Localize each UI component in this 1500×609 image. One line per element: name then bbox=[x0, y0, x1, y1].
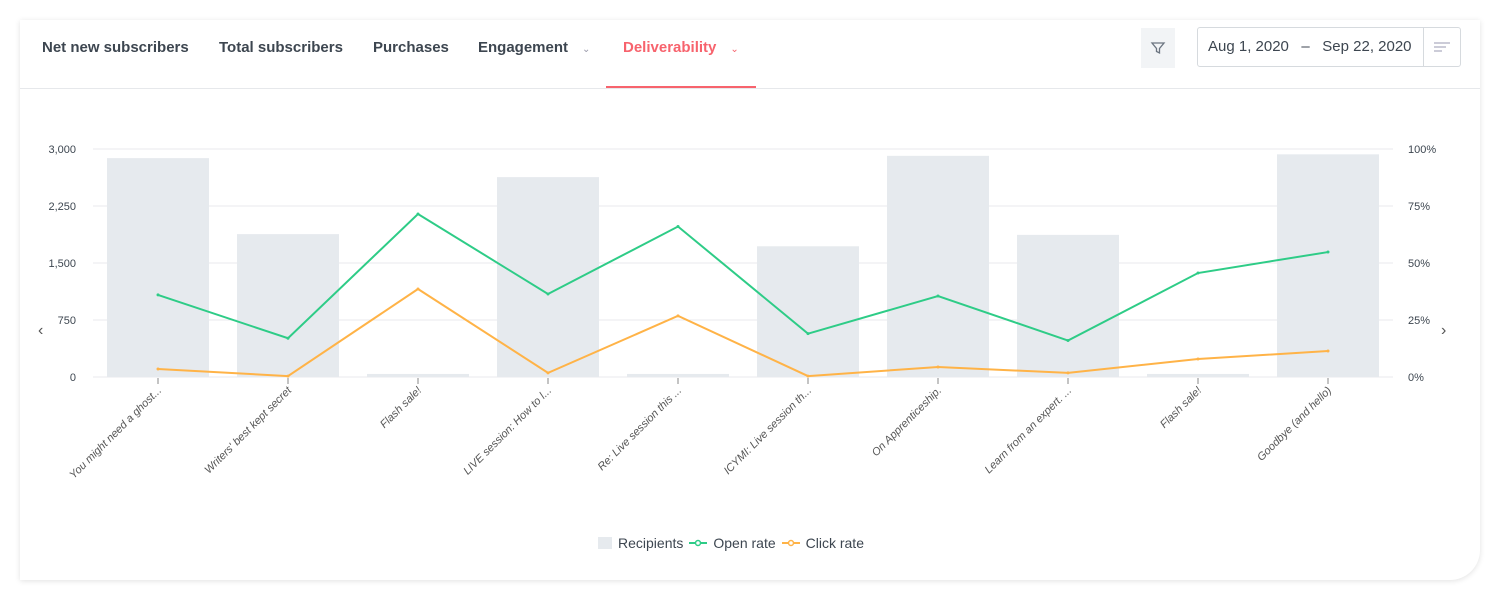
x-axis-tick-label: LIVE session: How to l... bbox=[461, 385, 554, 478]
tab-label: Net new subscribers bbox=[42, 39, 189, 56]
point-open-rate bbox=[676, 225, 680, 229]
tab-net-new-subscribers[interactable]: Net new subscribers bbox=[42, 20, 189, 88]
right-axis-tick-label: 100% bbox=[1408, 144, 1436, 156]
x-axis-tick-label: Re: Live session this ... bbox=[596, 385, 684, 473]
point-open-rate bbox=[1196, 271, 1200, 275]
point-click-rate bbox=[286, 374, 290, 378]
tab-label: Purchases bbox=[373, 39, 449, 56]
bar-recipients bbox=[237, 234, 339, 377]
chevron-left-icon[interactable]: ‹ bbox=[38, 322, 44, 339]
point-click-rate bbox=[806, 374, 810, 378]
legend-label-open-rate: Open rate bbox=[713, 535, 776, 551]
tab-purchases[interactable]: Purchases bbox=[373, 20, 449, 88]
bar-recipients bbox=[497, 177, 599, 377]
point-open-rate bbox=[936, 294, 940, 298]
tab-total-subscribers[interactable]: Total subscribers bbox=[219, 20, 343, 88]
left-axis-tick-label: 750 bbox=[58, 315, 76, 327]
x-axis-tick-label: Learn from an expert. ... bbox=[983, 385, 1074, 476]
x-axis-tick-label: Goodbye (and hello) bbox=[1255, 384, 1334, 463]
legend-swatch-open-rate bbox=[689, 539, 708, 547]
date-range-picker[interactable]: Aug 1, 2020 – Sep 22, 2020 bbox=[1197, 27, 1461, 67]
x-axis-tick-label: Writers' best kept secret bbox=[202, 384, 294, 476]
bar-recipients bbox=[757, 246, 859, 377]
line-click-rate bbox=[157, 287, 1329, 378]
point-open-rate bbox=[1326, 250, 1330, 254]
point-click-rate bbox=[1066, 371, 1070, 375]
x-axis-tick-label: You might need a ghost... bbox=[67, 385, 164, 482]
bar-recipients bbox=[107, 158, 209, 377]
deliverability-card: Net new subscribers Total subscribers Pu… bbox=[20, 20, 1480, 580]
bar-recipients bbox=[627, 373, 729, 377]
tab-label: Total subscribers bbox=[219, 39, 343, 56]
bar-recipients bbox=[1147, 373, 1249, 377]
chevron-right-icon[interactable]: › bbox=[1441, 322, 1447, 339]
tab-label: Deliverability bbox=[623, 39, 717, 56]
legend-swatch-click-rate bbox=[781, 539, 800, 547]
legend: Recipients Open rate Click rate bbox=[598, 535, 864, 551]
point-open-rate bbox=[1066, 339, 1070, 343]
chevron-down-icon: ⌄ bbox=[582, 44, 591, 55]
point-click-rate bbox=[546, 371, 550, 375]
tab-engagement[interactable]: Engagement ⌄ bbox=[478, 20, 590, 88]
left-axis-tick-label: 0 bbox=[70, 372, 76, 384]
date-menu-button[interactable] bbox=[1423, 28, 1460, 66]
legend-label-click-rate: Click rate bbox=[805, 535, 864, 551]
point-open-rate bbox=[806, 332, 810, 336]
point-click-rate bbox=[156, 367, 160, 371]
active-tab-indicator bbox=[606, 86, 756, 88]
right-axis-tick-label: 75% bbox=[1408, 201, 1430, 213]
point-open-rate bbox=[416, 212, 420, 216]
x-axis-tick-label: Flash sale! bbox=[378, 385, 424, 431]
left-axis-tick-label: 3,000 bbox=[48, 144, 76, 156]
right-axis-tick-label: 0% bbox=[1408, 372, 1424, 384]
tab-bar: Net new subscribers Total subscribers Pu… bbox=[20, 20, 1480, 89]
chart: 0 0% 750 25% 1,500 50% 2,250 75% 3,000 100% You mi… bbox=[48, 144, 1436, 482]
point-click-rate bbox=[936, 365, 940, 369]
bar-recipients bbox=[887, 155, 989, 377]
tab-deliverability[interactable]: Deliverability ⌄ bbox=[623, 20, 739, 88]
filter-button[interactable] bbox=[1141, 28, 1175, 68]
point-click-rate bbox=[1196, 357, 1200, 361]
legend-label-recipients: Recipients bbox=[618, 535, 684, 551]
right-axis-tick-label: 25% bbox=[1408, 315, 1430, 327]
point-click-rate bbox=[676, 314, 680, 318]
right-axis-tick-label: 50% bbox=[1408, 258, 1430, 270]
line-open-rate bbox=[157, 212, 1329, 342]
chevron-down-icon: ⌄ bbox=[730, 44, 739, 55]
filter-icon bbox=[1150, 42, 1166, 55]
legend-swatch-recipients bbox=[598, 537, 612, 549]
point-click-rate bbox=[1326, 349, 1330, 353]
bar-recipients bbox=[1277, 154, 1379, 377]
x-axis-tick-label: ICYMI: Live session th... bbox=[722, 385, 814, 477]
bar-recipients bbox=[1017, 234, 1119, 377]
point-open-rate bbox=[286, 336, 290, 340]
bar-recipients bbox=[367, 373, 469, 377]
point-click-rate bbox=[416, 287, 420, 291]
tab-label: Engagement bbox=[478, 39, 569, 56]
date-range-text: Aug 1, 2020 – Sep 22, 2020 bbox=[1208, 38, 1412, 55]
menu-lines-icon bbox=[1434, 42, 1450, 52]
x-axis-tick-label: Flash sale! bbox=[1158, 385, 1204, 431]
x-axis-tick-label: On Apprenticeship. bbox=[870, 385, 944, 459]
left-axis-tick-label: 2,250 bbox=[48, 201, 76, 213]
point-open-rate bbox=[546, 292, 550, 296]
point-open-rate bbox=[156, 293, 160, 297]
left-axis-tick-label: 1,500 bbox=[48, 258, 76, 270]
